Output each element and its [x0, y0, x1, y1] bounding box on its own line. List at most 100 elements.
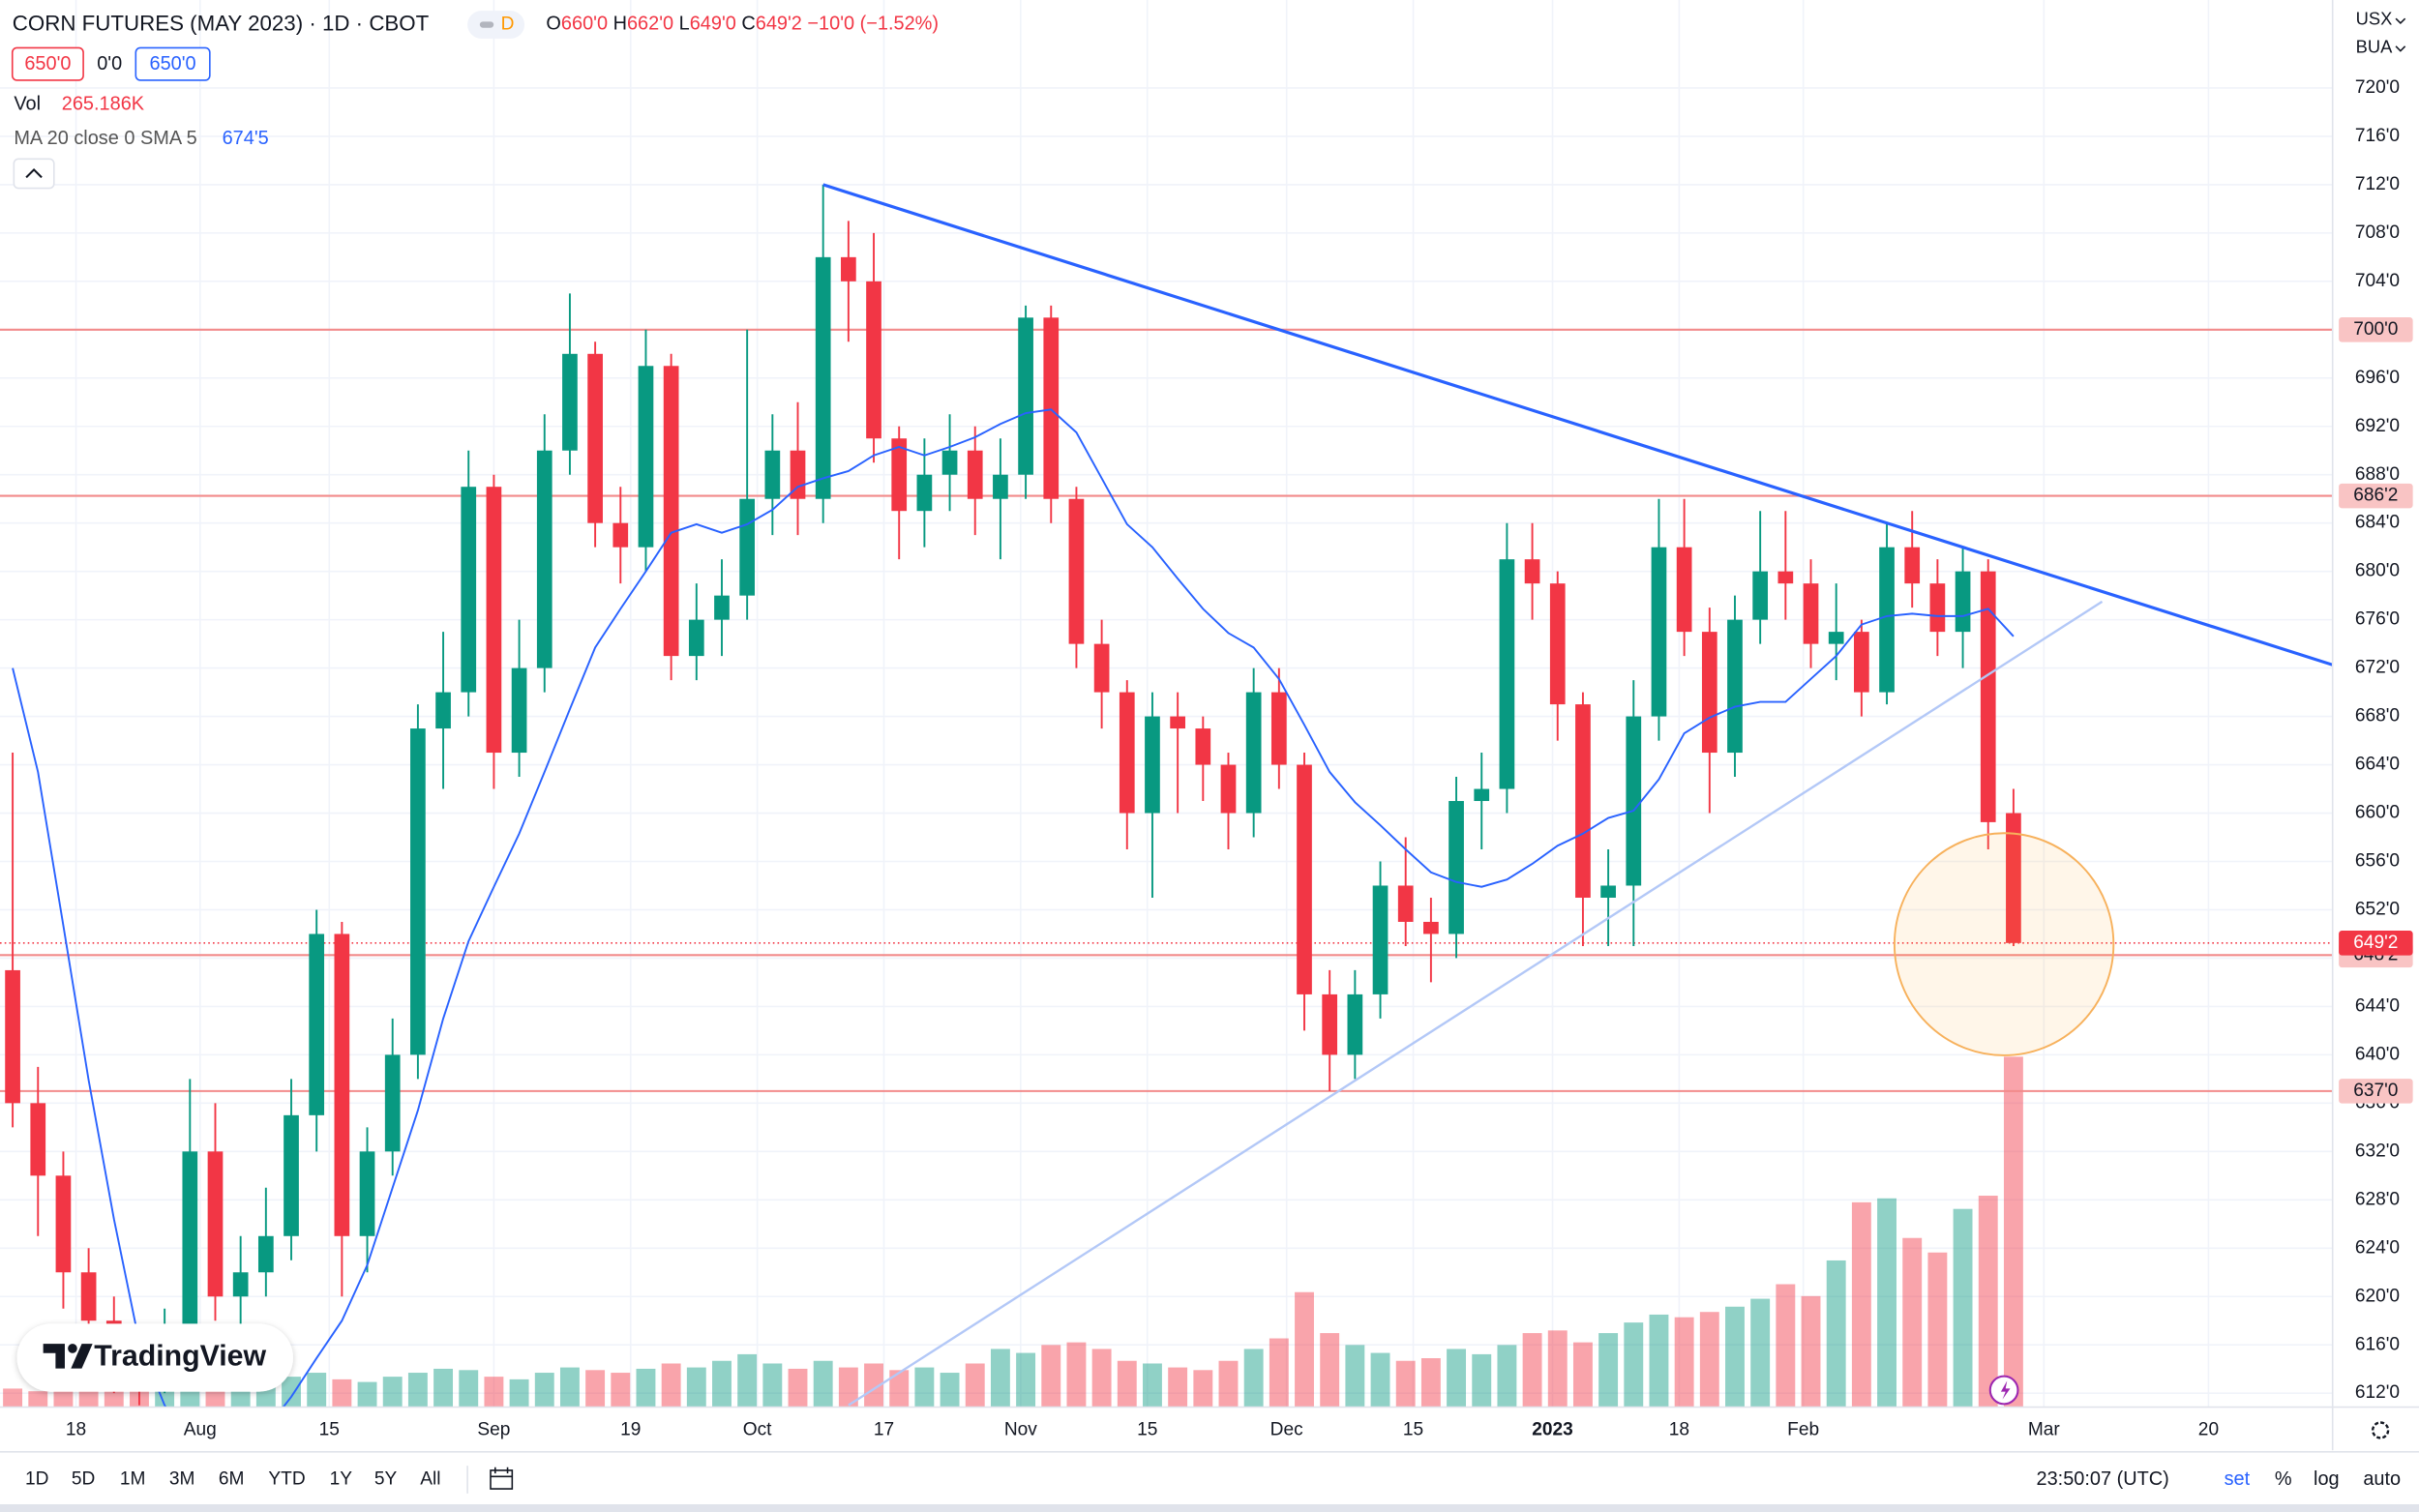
range-button[interactable]: 6M [219, 1469, 245, 1490]
range-button[interactable]: 1D [25, 1469, 48, 1490]
percent-button[interactable]: % [2275, 1468, 2292, 1490]
volume-bar [1447, 1349, 1467, 1408]
range-button[interactable]: YTD [268, 1469, 305, 1490]
candle-body [232, 1272, 249, 1297]
settings-icon[interactable] [2371, 1421, 2390, 1439]
volume-bar [1497, 1345, 1517, 1408]
range-button[interactable]: 1M [120, 1469, 146, 1490]
level-label-box [2339, 317, 2413, 342]
x-tick-label: 18 [66, 1420, 86, 1440]
change: −10'0 (−1.52%) [807, 14, 939, 35]
lightning [2000, 1380, 2011, 1400]
candle-body [1651, 547, 1667, 717]
volume-bar [1243, 1349, 1264, 1408]
candle-body [284, 1114, 299, 1236]
y-tick-label: 664'0 [2355, 755, 2400, 775]
x-tick-label: 17 [874, 1420, 894, 1440]
auto-button[interactable]: auto [2363, 1468, 2401, 1490]
volume-bar [104, 1388, 124, 1408]
x-tick-label: Feb [1787, 1420, 1819, 1440]
range-buttons: 1D 5D 1M 3M 6M YTD 1Y 5Y All [25, 1469, 440, 1490]
y-tick-label: 672'0 [2355, 658, 2400, 678]
candle-body [993, 474, 1008, 499]
collapse-button[interactable] [13, 158, 55, 190]
candle-body [1347, 993, 1363, 1055]
candle-body [1600, 885, 1616, 898]
ohlc-key: C [741, 14, 755, 35]
volume-bar [53, 1388, 74, 1408]
ohlc-value: 649'0 [690, 14, 736, 35]
volume-bar [1218, 1360, 1239, 1408]
volume-bar [1320, 1333, 1340, 1408]
chevron-icon [2395, 45, 2406, 52]
currency[interactable]: USX [2356, 9, 2393, 29]
volume-bar [433, 1368, 454, 1408]
ohlc-key: O [546, 14, 560, 35]
calendar-icon[interactable] [490, 1467, 514, 1490]
candle-body [916, 474, 933, 512]
unit[interactable]: BUA [2356, 36, 2393, 56]
candle-body [1803, 583, 1819, 644]
volume-bar [889, 1370, 910, 1408]
candle-body [257, 1235, 274, 1273]
price-axis: 612'0616'0620'0624'0628'0632'0636'0640'0… [2339, 77, 2413, 1403]
highlight-circle [1893, 832, 2115, 1056]
logo-text: TradingView [94, 1341, 266, 1373]
volume-bar [382, 1377, 403, 1408]
range-button[interactable]: All [420, 1469, 440, 1490]
range-button[interactable]: 5Y [374, 1469, 398, 1490]
logo-badge[interactable] [16, 1323, 293, 1392]
candle-body [435, 692, 451, 729]
candle-body [1423, 921, 1439, 934]
level-label-box [2339, 1079, 2413, 1104]
candle-body [1195, 728, 1211, 765]
candle-body [1777, 571, 1794, 584]
candle-body [1752, 571, 1769, 620]
candle-body [891, 438, 908, 512]
volume-bar [611, 1373, 631, 1408]
range-button[interactable]: 5D [72, 1469, 95, 1490]
volume-bar [1776, 1284, 1796, 1408]
ohlc-header: O660'0 H662'0 L649'0 C649'2 −10'0 (−1.52… [546, 14, 939, 35]
candle-body [941, 450, 958, 475]
volume-bar [332, 1379, 352, 1408]
volume-bar [1598, 1333, 1619, 1408]
log-button[interactable]: log [2314, 1468, 2340, 1490]
x-tick-label: 15 [1137, 1420, 1157, 1440]
volume-bar [205, 1387, 225, 1408]
candle-body [612, 522, 629, 548]
candle-body [1828, 632, 1844, 644]
candle-body [587, 353, 603, 523]
candle-body [1170, 716, 1185, 729]
x-tick-label: Oct [743, 1420, 772, 1440]
candle-body [359, 1151, 375, 1236]
logo-icon [43, 1344, 93, 1369]
candle-body [1220, 764, 1237, 814]
trend-line [822, 183, 2333, 667]
y-tick-label: 616'0 [2355, 1334, 2400, 1354]
volume-bar [965, 1363, 985, 1408]
clock: 23:50:07 (UTC) [2037, 1468, 2169, 1490]
y-tick-label: 680'0 [2355, 561, 2400, 581]
bid-box[interactable] [11, 46, 84, 81]
volume-bar [1522, 1333, 1542, 1408]
volume-bar [1624, 1322, 1644, 1408]
y-tick-label: 656'0 [2355, 851, 2400, 872]
moving-average [12, 408, 2015, 1408]
volume-bar [28, 1391, 48, 1408]
volume-bar [585, 1370, 606, 1408]
set-button[interactable]: set [2225, 1468, 2251, 1490]
volume-bar [1674, 1317, 1694, 1408]
volume-bar [559, 1367, 580, 1408]
range-button[interactable]: 1Y [330, 1469, 353, 1490]
candle-body [1018, 317, 1033, 475]
range-button[interactable]: 3M [169, 1469, 195, 1490]
ohlc-value: 662'0 [627, 14, 673, 35]
level-label-box [2339, 483, 2413, 509]
ask-box[interactable] [134, 46, 211, 81]
candle-body [30, 1103, 46, 1176]
ma-label: MA 20 close 0 SMA 5 [14, 128, 196, 149]
symbol-title[interactable]: CORN FUTURES (MAY 2023) · 1D · CBOT [13, 11, 430, 35]
